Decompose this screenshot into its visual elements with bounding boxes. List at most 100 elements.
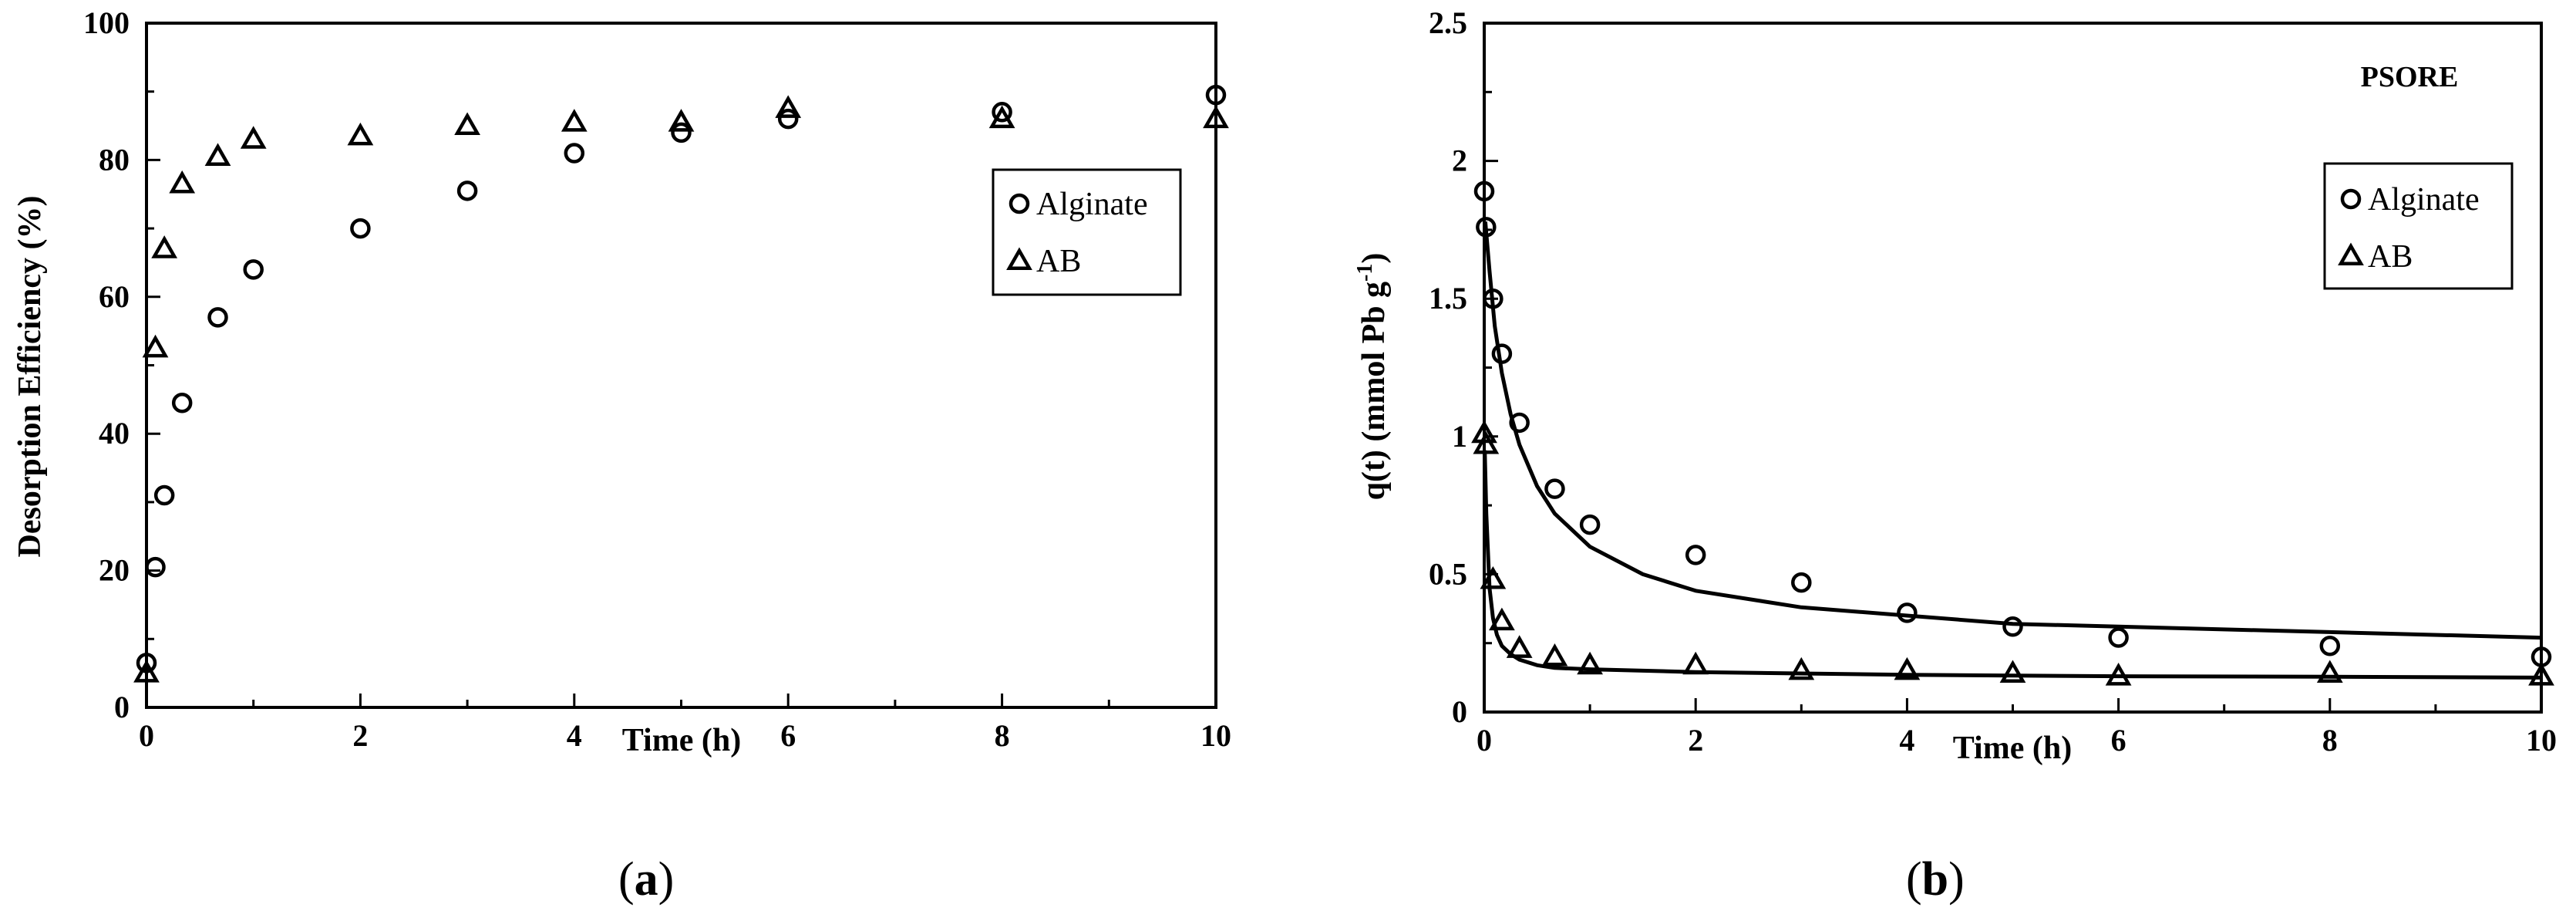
chart-b-legend-label-alginate: Alginate [2368, 182, 2480, 218]
chart-b-point-ab [1999, 660, 2026, 683]
chart-b-panel-label: (b) [1906, 853, 1965, 906]
chart-b-point-ab [1480, 566, 1507, 589]
chart-a-legend-marker-ab [1006, 247, 1032, 270]
chart-b-point-ab [1541, 643, 1568, 667]
chart-a-point-alginate [456, 181, 478, 201]
chart-a-point-alginate [171, 393, 193, 413]
chart-b-x-tick-label: 8 [2322, 723, 2338, 758]
chart-b-x-tick-label: 10 [2526, 723, 2557, 758]
chart-b-point-ab [1682, 651, 1709, 675]
chart-b-point-alginate [1579, 514, 1601, 535]
chart-a-point-ab [1203, 105, 1229, 129]
chart-b-point-ab [1577, 651, 1603, 675]
chart-a-point-ab [169, 170, 196, 194]
chart-b-plot-area [1483, 22, 2543, 714]
chart-a-x-tick-label: 8 [995, 718, 1010, 753]
chart-b-point-ab [1473, 430, 1500, 454]
chart-b-annotation: PSORE [2361, 61, 2459, 93]
chart-a-y-tick-label: 0 [114, 690, 130, 724]
chart-a-legend-marker-alginate [1009, 193, 1030, 214]
chart-a-point-alginate [207, 307, 228, 328]
chart-a-point-ab [240, 126, 267, 149]
chart-b-fit-curves [1483, 221, 2542, 680]
chart-a-point-ab [775, 95, 802, 118]
chart-a-point-ab [988, 105, 1015, 129]
chart-a-y-tick-label: 20 [99, 553, 130, 588]
chart-a-legend: Alginate AB [992, 168, 1182, 296]
chart-a-legend-label-alginate: Alginate [1036, 187, 1148, 222]
chart-a-point-alginate [153, 484, 175, 506]
chart-b-y-tick-label: 1 [1452, 419, 1467, 454]
chart-b-y-axis-label: q(t) (mmol Pb g-1) [1353, 253, 1392, 501]
chart-b-legend: Alginate AB [2323, 162, 2514, 290]
chart-b-fit-ab [1483, 450, 2542, 680]
chart-a-x-tick-label: 2 [352, 718, 368, 753]
chart-a-point-ab [347, 122, 374, 146]
chart-a-y-ticks: 0 20 40 60 80 100 [83, 5, 160, 724]
chart-b-point-ab [1894, 656, 1921, 680]
chart-a-point-alginate [243, 259, 264, 280]
chart-a-point-alginate [136, 653, 157, 673]
chart-b-point-alginate [1509, 412, 1530, 434]
chart-a-y-tick-label: 80 [99, 142, 130, 177]
chart-a-point-alginate [564, 143, 585, 164]
chart-b-y-tick-label: 0 [1452, 694, 1467, 729]
chart-a-point-ab [561, 109, 588, 132]
chart-a-y-axis-label: Desorption Efficiency (%) [12, 196, 48, 558]
chart-b-x-tick-label: 2 [1688, 723, 1703, 758]
chart-a-point-ab [142, 334, 169, 358]
chart-b-x-tick-label: 0 [1477, 723, 1492, 758]
chart-b-point-ab [1489, 607, 1515, 631]
chart-b-legend-label-ab: AB [2368, 239, 2413, 275]
chart-b-fit-alginate [1483, 221, 2542, 640]
chart-b-y-tick-label: 0.5 [1429, 556, 1467, 591]
chart-a-point-alginate [1205, 84, 1227, 106]
chart-a-point-alginate [350, 218, 371, 239]
chart-b-legend-marker-alginate [2340, 188, 2362, 210]
chart-a-point-alginate [992, 102, 1012, 123]
chart-b-plot-frame [1483, 22, 2543, 714]
chart-a-point-ab [133, 660, 160, 683]
chart-b-point-alginate [2319, 636, 2341, 656]
chart-b-y-tick-label: 1.5 [1429, 281, 1467, 316]
chart-a-marks [133, 84, 1229, 683]
chart-a-x-tick-label: 0 [139, 718, 154, 753]
chart-a-x-tick-label: 4 [567, 718, 582, 753]
chart-b-point-alginate [1476, 217, 1497, 238]
chart-b-x-axis-label: Time (h) [1953, 731, 2072, 766]
chart-b-point-alginate [2108, 627, 2129, 648]
chart-b-point-alginate [1491, 343, 1513, 364]
chart-b-point-alginate [1544, 478, 1565, 499]
chart-b-y-tick-label: 2.5 [1429, 5, 1467, 40]
chart-a-point-ab [668, 109, 695, 132]
chart-b: 0 2 4 6 8 10 0 0.5 1 1.5 2 2.5 PSORE Time (h) q(t)… [1353, 5, 2557, 906]
chart-b-point-alginate [2002, 616, 2023, 637]
chart-b-point-alginate [1791, 572, 1812, 593]
chart-b-y-tick-label: 2 [1452, 143, 1467, 178]
chart-a: 0 2 4 6 8 10 0 20 40 60 80 100 Time (h) Desorption… [12, 5, 1231, 906]
chart-a-x-tick-label: 10 [1200, 718, 1231, 753]
chart-a-point-ab [204, 143, 231, 166]
chart-a-point-ab [151, 235, 178, 258]
chart-a-y-tick-label: 60 [99, 279, 130, 314]
chart-b-point-alginate [1483, 288, 1504, 309]
chart-b-point-ab [2528, 663, 2554, 686]
chart-a-x-axis-label: Time (h) [622, 723, 741, 758]
chart-b-legend-marker-ab [2338, 242, 2364, 265]
chart-b-marks [1471, 181, 2554, 686]
chart-a-point-alginate [777, 108, 799, 130]
chart-a-legend-label-ab: AB [1036, 244, 1081, 279]
chart-b-point-ab [2105, 663, 2132, 686]
chart-a-y-tick-label: 100 [83, 5, 130, 40]
chart-a-point-ab [454, 112, 480, 136]
chart-b-x-ticks: 0 2 4 6 8 10 [1477, 698, 2557, 758]
chart-b-x-tick-label: 4 [1899, 723, 1914, 758]
chart-b-point-ab [1506, 635, 1533, 658]
chart-b-legend-box [2323, 162, 2514, 290]
chart-a-x-tick-label: 6 [780, 718, 796, 753]
chart-a-y-tick-label: 40 [99, 416, 130, 451]
chart-b-point-alginate [1897, 602, 1918, 623]
chart-b-point-alginate [1473, 181, 1495, 202]
chart-b-point-ab [1788, 656, 1815, 680]
